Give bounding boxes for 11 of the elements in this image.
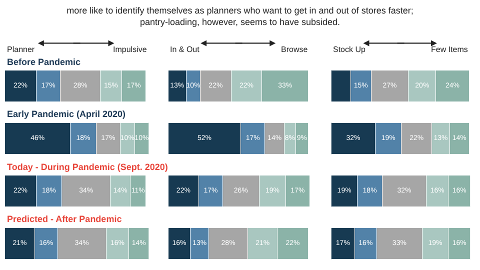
annotation: Stock Up (333, 45, 366, 54)
text: more like to identify themselves as planners who want to get in and out of stores faster; pantry-loading, however, seems to have subsided. (66, 6, 414, 28)
y-tick-label: Before Pandemic (7, 57, 81, 67)
y-tick-label: Predicted - After Pandemic (7, 214, 122, 224)
annotation: Browse (281, 45, 308, 54)
y-tick-label: Early Pandemic (April 2020) (7, 109, 126, 119)
y-tick-label: Today - During Pandemic (Sept. 2020) (7, 162, 168, 172)
annotation: Few Items (431, 45, 468, 54)
annotation: Planner (7, 45, 35, 54)
annotation: In & Out (170, 45, 200, 54)
annotation: Impulsive (113, 45, 148, 54)
